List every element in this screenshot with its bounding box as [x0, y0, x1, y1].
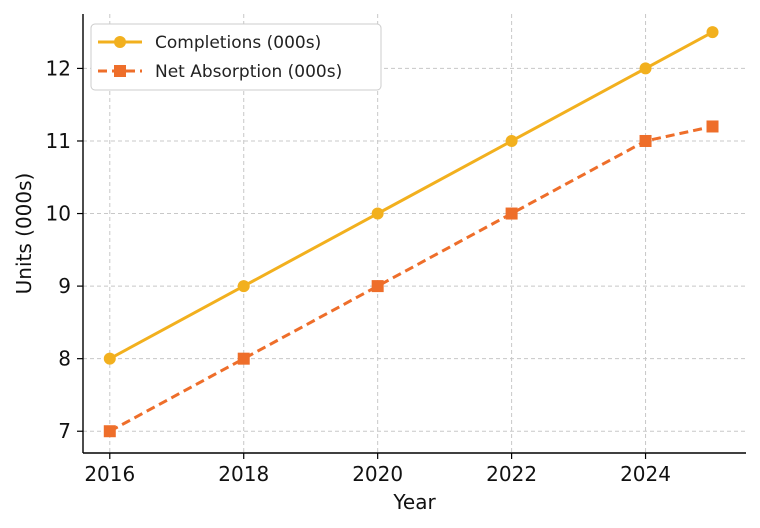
data-point-completions — [103, 352, 116, 365]
y-ticks: 7 8 9 10 11 12 — [46, 56, 83, 443]
data-point-completions — [505, 134, 518, 147]
data-point-completions — [639, 62, 652, 75]
x-axis-title: Year — [392, 490, 436, 514]
y-tick-label: 12 — [46, 56, 71, 80]
x-tick-label: 2020 — [352, 462, 403, 486]
series-line-completions — [109, 30, 714, 360]
legend-item-net-absorption: Net Absorption (000s) — [98, 62, 342, 82]
data-point-net-absorption — [706, 120, 719, 133]
axes — [82, 14, 746, 454]
legend-label-completions: Completions (000s) — [155, 33, 321, 53]
y-tick-label: 8 — [58, 347, 71, 371]
x-tick-label: 2024 — [620, 462, 671, 486]
series-line-net-absorption — [109, 125, 713, 433]
y-axis-title: Units (000s) — [12, 173, 36, 295]
x-ticks: 2016 2018 2020 2022 2024 — [84, 453, 671, 486]
series-layer — [103, 26, 719, 438]
series-completions — [103, 26, 719, 365]
data-point-completions — [706, 26, 719, 39]
y-tick-label: 10 — [46, 202, 71, 226]
legend-label-net-absorption: Net Absorption (000s) — [155, 62, 342, 82]
data-point-net-absorption — [237, 352, 250, 365]
data-point-net-absorption — [505, 207, 518, 220]
y-tick-label: 11 — [46, 129, 71, 153]
y-tick-label: 7 — [58, 419, 71, 443]
x-tick-label: 2022 — [486, 462, 537, 486]
y-tick-label: 9 — [58, 274, 71, 298]
x-tick-label: 2018 — [218, 462, 269, 486]
x-tick-label: 2016 — [84, 462, 135, 486]
legend: Completions (000s) Net Absorption (000s) — [90, 23, 382, 91]
legend-box — [90, 23, 382, 91]
data-point-net-absorption — [371, 280, 384, 293]
data-point-completions — [237, 280, 250, 293]
data-point-net-absorption — [103, 425, 116, 438]
data-point-completions — [371, 207, 384, 220]
legend-marker-completions — [114, 36, 126, 48]
legend-marker-net-absorption — [114, 65, 126, 77]
series-net-absorption — [103, 120, 719, 438]
data-point-net-absorption — [639, 134, 652, 147]
legend-item-completions: Completions (000s) — [98, 33, 321, 53]
